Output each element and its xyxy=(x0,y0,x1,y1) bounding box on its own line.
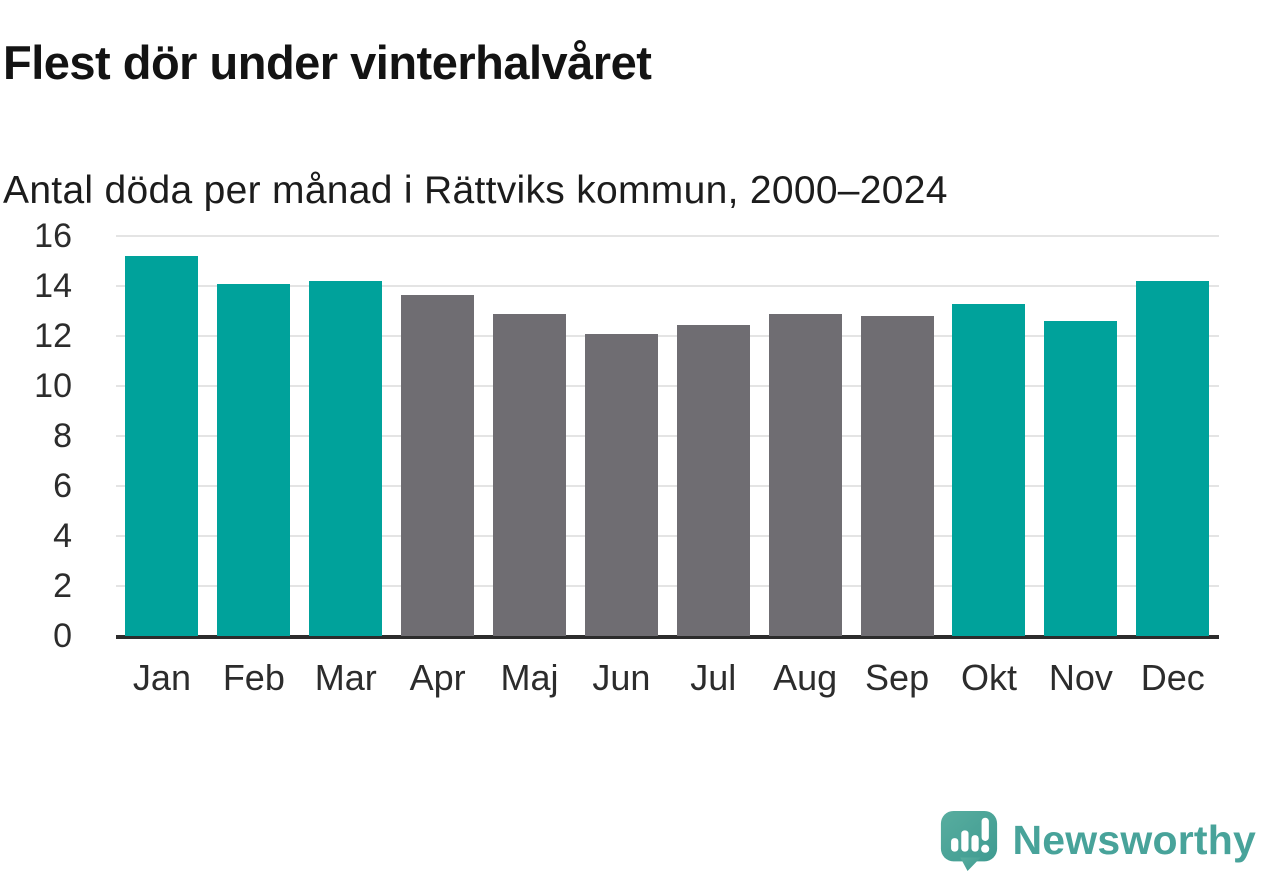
y-tick-label-16: 16 xyxy=(34,217,72,255)
y-tick-label-4: 4 xyxy=(53,517,72,555)
x-tick-label-apr: Apr xyxy=(409,657,466,698)
bar-series xyxy=(116,236,1219,636)
gridline-14 xyxy=(116,285,1219,287)
x-axis-baseline xyxy=(116,635,1219,639)
y-tick-label-10: 10 xyxy=(34,367,72,405)
bar-jul xyxy=(676,324,750,636)
gridline-6 xyxy=(116,485,1219,487)
bar-jun xyxy=(584,333,658,636)
bar-slot-dec xyxy=(1127,236,1219,636)
bar-nov xyxy=(1044,321,1118,636)
bar-apr xyxy=(401,294,475,636)
x-tick-label-sep: Sep xyxy=(865,657,930,698)
bar-slot-okt xyxy=(943,236,1035,636)
gridline-16 xyxy=(116,235,1219,237)
y-tick-label-12: 12 xyxy=(34,317,72,355)
y-tick-label-0: 0 xyxy=(53,617,72,655)
bar-slot-maj xyxy=(484,236,576,636)
bar-slot-aug xyxy=(759,236,851,636)
x-tick-label-okt: Okt xyxy=(960,657,1017,698)
bar-aug xyxy=(768,313,842,636)
bar-slot-feb xyxy=(208,236,300,636)
bar-maj xyxy=(493,313,566,636)
bar-sep xyxy=(860,316,934,636)
y-tick-label-2: 2 xyxy=(53,567,72,605)
x-tick-label-feb: Feb xyxy=(222,657,285,698)
x-axis-labels: Jan Feb Mar Apr Maj Jun Jul Aug Sep Okt Nov Dec xyxy=(116,655,1219,701)
bar-jan xyxy=(125,256,199,636)
bar-slot-apr xyxy=(392,236,484,636)
x-tick-label-dec: Dec xyxy=(1140,657,1205,698)
x-tick-label-nov: Nov xyxy=(1048,657,1113,698)
newsworthy-logo: Newsworthy xyxy=(938,809,1257,871)
y-tick-label-6: 6 xyxy=(53,467,72,505)
gridline-2 xyxy=(116,585,1219,587)
bar-slot-jun xyxy=(575,236,667,636)
bar-slot-jul xyxy=(667,236,759,636)
bar-slot-mar xyxy=(300,236,392,636)
bar-mar xyxy=(309,281,383,636)
chart-title: Flest dör under vinterhalvåret xyxy=(3,36,652,90)
x-tick-label-mar: Mar xyxy=(314,657,377,698)
y-tick-label-8: 8 xyxy=(53,417,72,455)
bar-dec xyxy=(1136,281,1210,636)
newsworthy-logo-icon xyxy=(940,810,997,871)
plot-area xyxy=(116,235,1219,639)
x-tick-label-jun: Jun xyxy=(592,657,651,698)
x-tick-label-maj: Maj xyxy=(500,657,559,698)
chart-subtitle: Antal döda per månad i Rättviks kommun, … xyxy=(3,169,948,212)
bar-feb xyxy=(217,283,291,636)
y-tick-label-14: 14 xyxy=(34,267,72,305)
gridline-12 xyxy=(116,335,1219,337)
bar-slot-sep xyxy=(851,236,943,636)
newsworthy-logo-text: Newsworthy xyxy=(1012,816,1256,863)
y-axis: 0 2 4 6 8 10 12 14 16 xyxy=(0,218,98,654)
bar-slot-nov xyxy=(1035,236,1127,636)
x-tick-label-jul: Jul xyxy=(690,657,737,698)
x-tick-label-aug: Aug xyxy=(773,657,838,698)
x-tick-label-jan: Jan xyxy=(132,657,191,698)
bar-okt xyxy=(952,303,1026,636)
bar-slot-jan xyxy=(116,236,208,636)
gridline-8 xyxy=(116,435,1219,437)
gridline-10 xyxy=(116,385,1219,387)
gridline-4 xyxy=(116,535,1219,537)
